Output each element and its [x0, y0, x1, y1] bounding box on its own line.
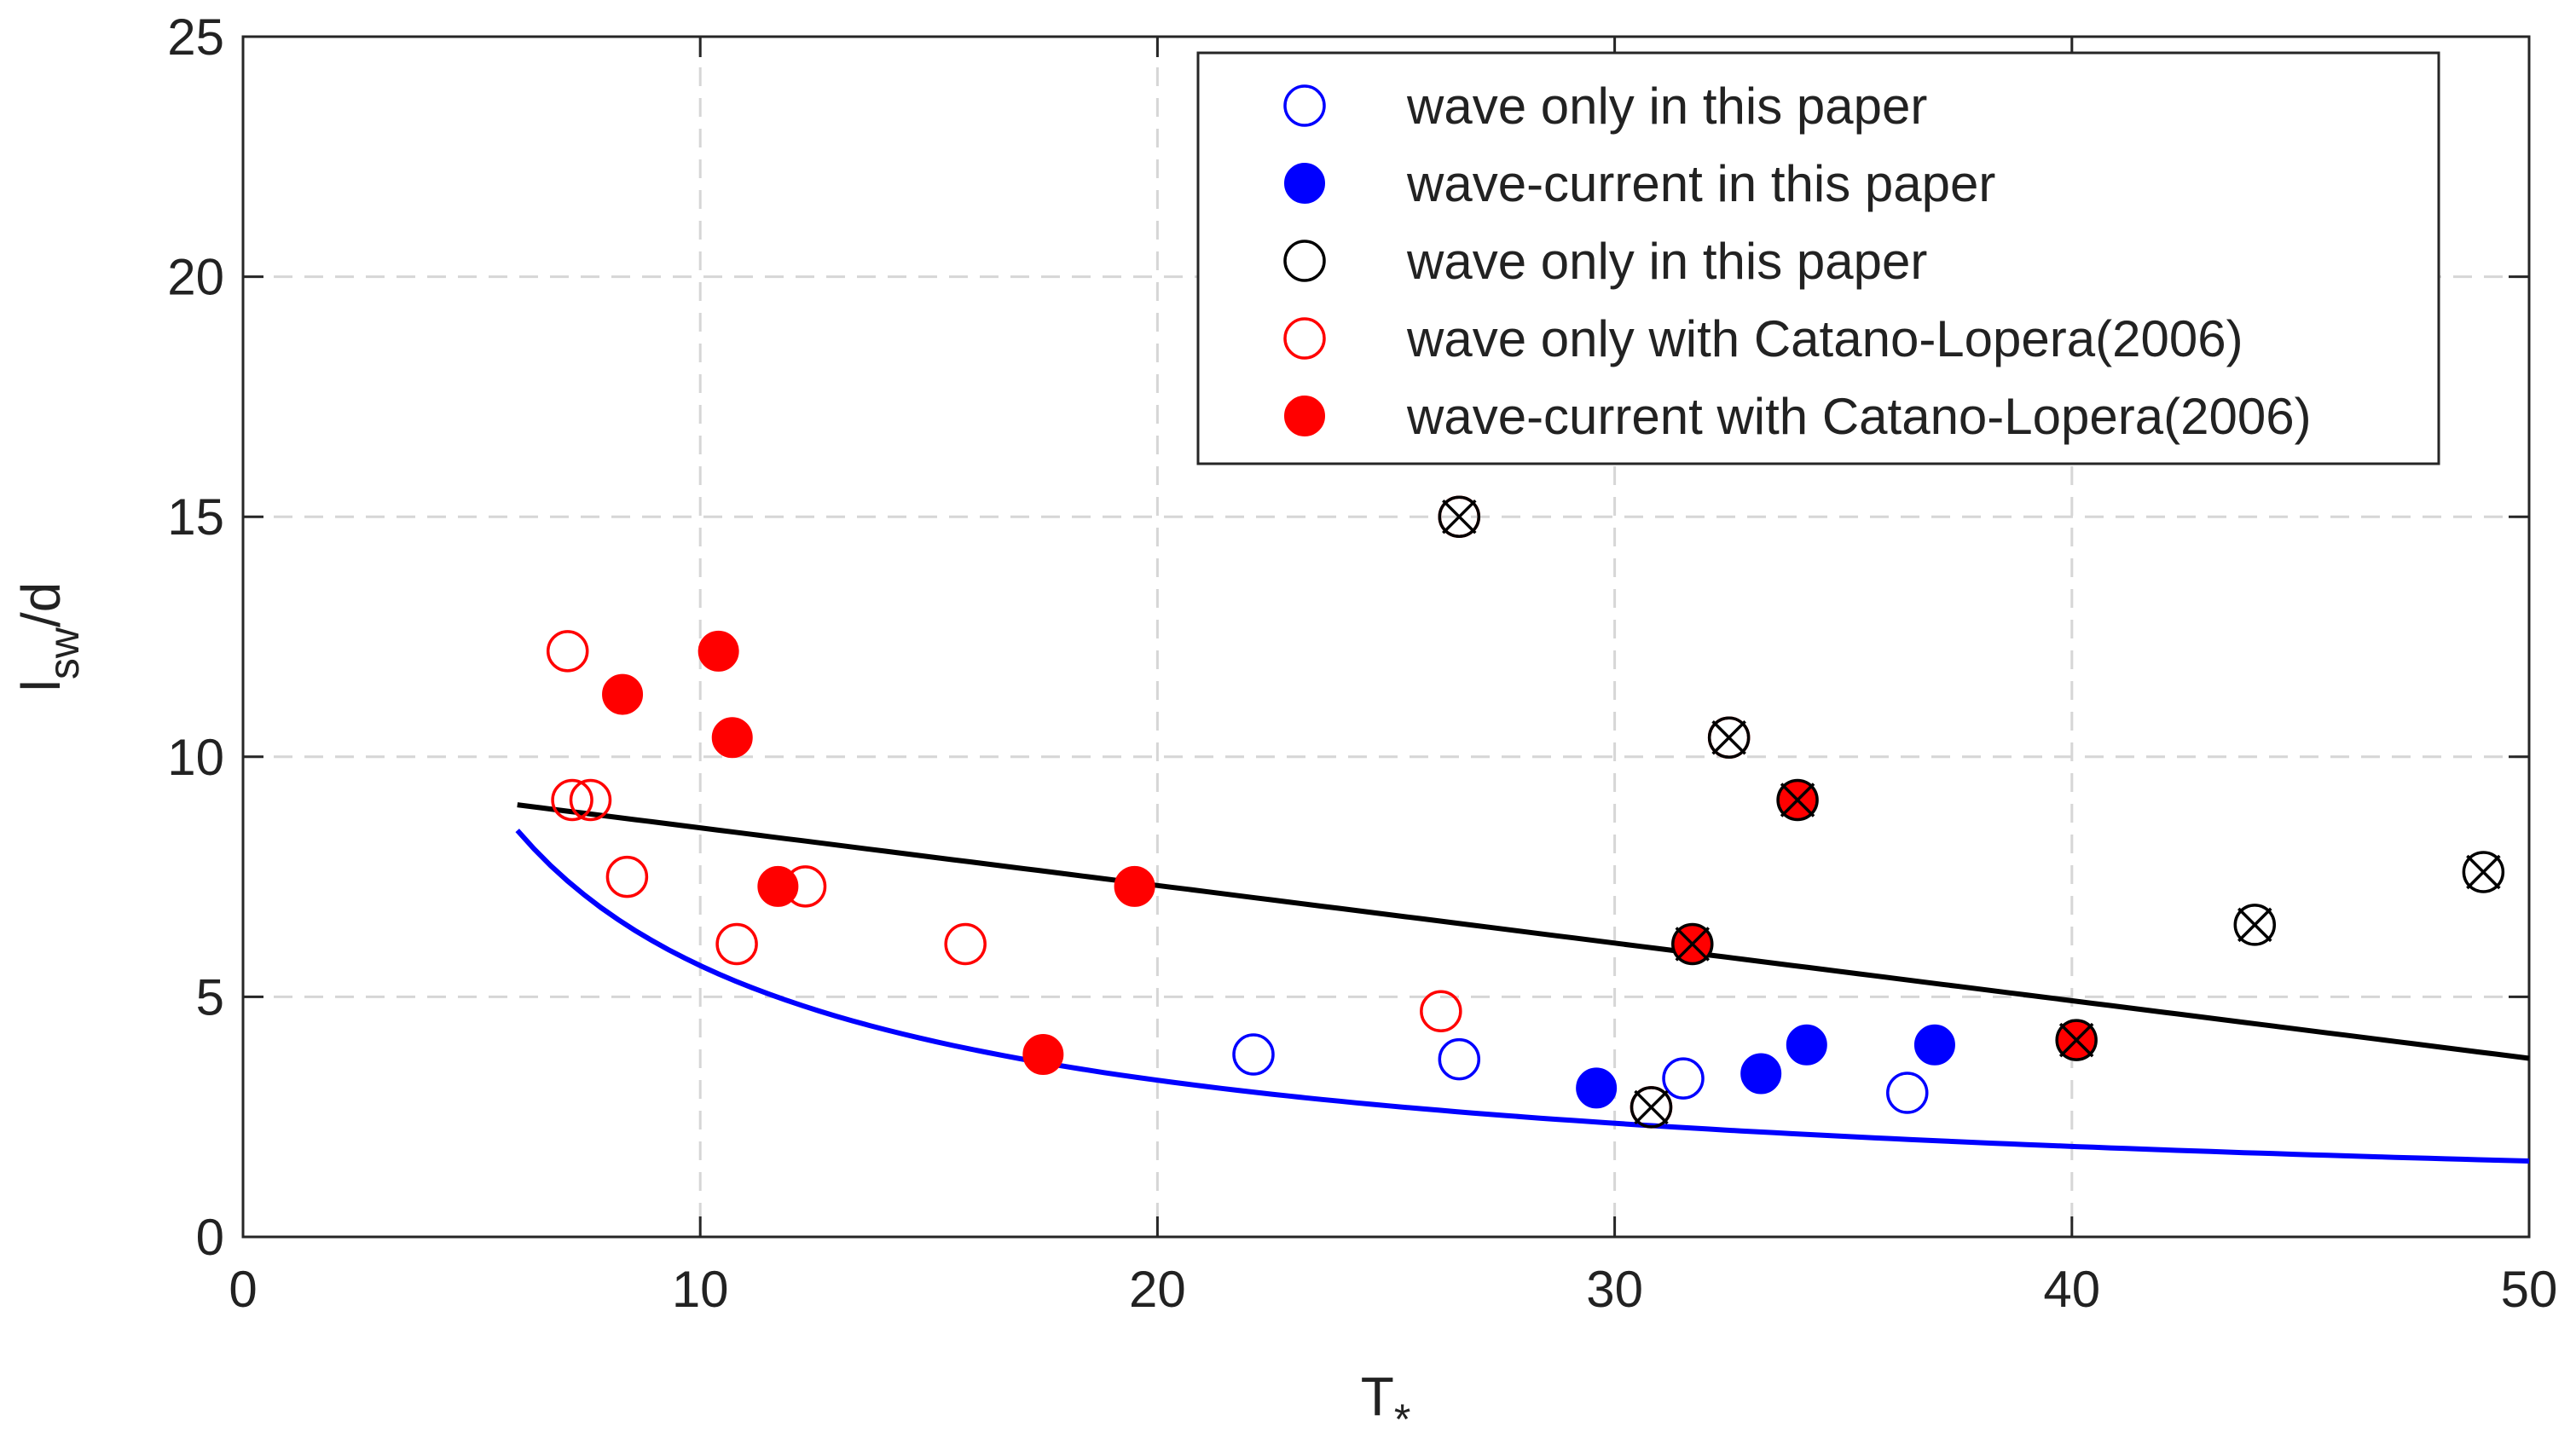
- data-point-series-4: [546, 630, 589, 673]
- data-point-series-4: [551, 778, 593, 822]
- data-point-series-3: [2055, 1019, 2098, 1061]
- data-point-series-1: [1232, 1033, 1275, 1076]
- data-point-series-4: [1420, 990, 1462, 1033]
- y-tick-label: 5: [196, 968, 224, 1025]
- legend-label-2: wave-current in this paper: [1406, 155, 1995, 212]
- data-point-series-4: [605, 855, 649, 898]
- legend-label-5: wave-current with Catano-Lopera(2006): [1406, 388, 2312, 445]
- data-point-series-2: [1913, 1024, 1955, 1066]
- x-axis-label-main: T: [1361, 1366, 1394, 1427]
- x-tick-label: 10: [672, 1261, 729, 1318]
- x-tick-label: 20: [1129, 1261, 1186, 1318]
- data-point-series-4: [715, 922, 758, 966]
- y-tick-label: 25: [167, 9, 224, 66]
- data-point-series-5: [757, 865, 799, 907]
- legend-marker-3: [1283, 240, 1326, 282]
- x-axis-label: T*: [1361, 1366, 1411, 1443]
- legend-label-3: wave only in this paper: [1406, 233, 1927, 290]
- x-tick-label: 0: [229, 1261, 257, 1318]
- data-point-series-3: [1671, 922, 1714, 966]
- legend-marker-1: [1283, 84, 1326, 127]
- data-point-series-3: [1776, 778, 1819, 822]
- y-axis-label-subscript: sw: [40, 627, 88, 679]
- data-point-series-5: [711, 717, 753, 759]
- data-point-series-5: [602, 673, 644, 715]
- data-point-series-4: [944, 922, 987, 966]
- legend-label-4: wave only with Catano-Lopera(2006): [1406, 310, 2243, 367]
- legend-label-1: wave only in this paper: [1406, 78, 1927, 135]
- y-axis-label: lsw/d: [10, 582, 88, 692]
- axis-ticks: 0 10 20 30 40 50 0 5 10 15 20 25: [167, 9, 2557, 1318]
- legend-marker-4: [1283, 317, 1326, 360]
- legend-box: [1196, 51, 2440, 465]
- data-point-series-4: [569, 778, 612, 822]
- x-tick-label: 30: [1586, 1261, 1643, 1318]
- legend-marker-5: [1284, 396, 1325, 436]
- data-point-series-2: [1740, 1053, 1782, 1095]
- linear-fit-line: [517, 802, 2530, 1061]
- x-tick-label: 50: [2501, 1261, 2558, 1318]
- data-point-series-2: [1786, 1024, 1827, 1066]
- data-point-series-3: [1707, 716, 1751, 760]
- y-tick-label: 15: [167, 488, 224, 546]
- y-tick-label: 0: [196, 1209, 224, 1266]
- data-point-series-1: [1886, 1072, 1929, 1114]
- x-tick-label: 40: [2043, 1261, 2100, 1318]
- data-point-series-3: [1630, 1086, 1673, 1129]
- data-point-series-5: [1022, 1033, 1064, 1075]
- data-point-series-2: [1576, 1067, 1618, 1109]
- power-fit-line: [515, 829, 2530, 1164]
- data-points: [546, 495, 2505, 1129]
- data-point-series-5: [1114, 865, 1155, 907]
- legend-marker-2: [1284, 163, 1325, 204]
- legend: wave only in this paper wave-current in t…: [1196, 51, 2440, 465]
- data-point-series-3: [2233, 904, 2277, 946]
- data-point-series-1: [1662, 1057, 1705, 1100]
- data-point-series-5: [698, 630, 739, 672]
- fit-lines: [515, 802, 2530, 1164]
- data-point-series-3: [2462, 851, 2505, 893]
- y-axis-label-main: l: [10, 679, 72, 691]
- y-tick-label: 20: [167, 249, 224, 306]
- plot-area-frame: [241, 35, 2531, 1239]
- y-axis-label-tail: /d: [10, 582, 72, 627]
- data-point-series-1: [1438, 1037, 1481, 1081]
- y-tick-label: 10: [167, 729, 224, 786]
- x-axis-label-subscript: *: [1394, 1395, 1410, 1443]
- data-point-series-3: [1438, 495, 1481, 538]
